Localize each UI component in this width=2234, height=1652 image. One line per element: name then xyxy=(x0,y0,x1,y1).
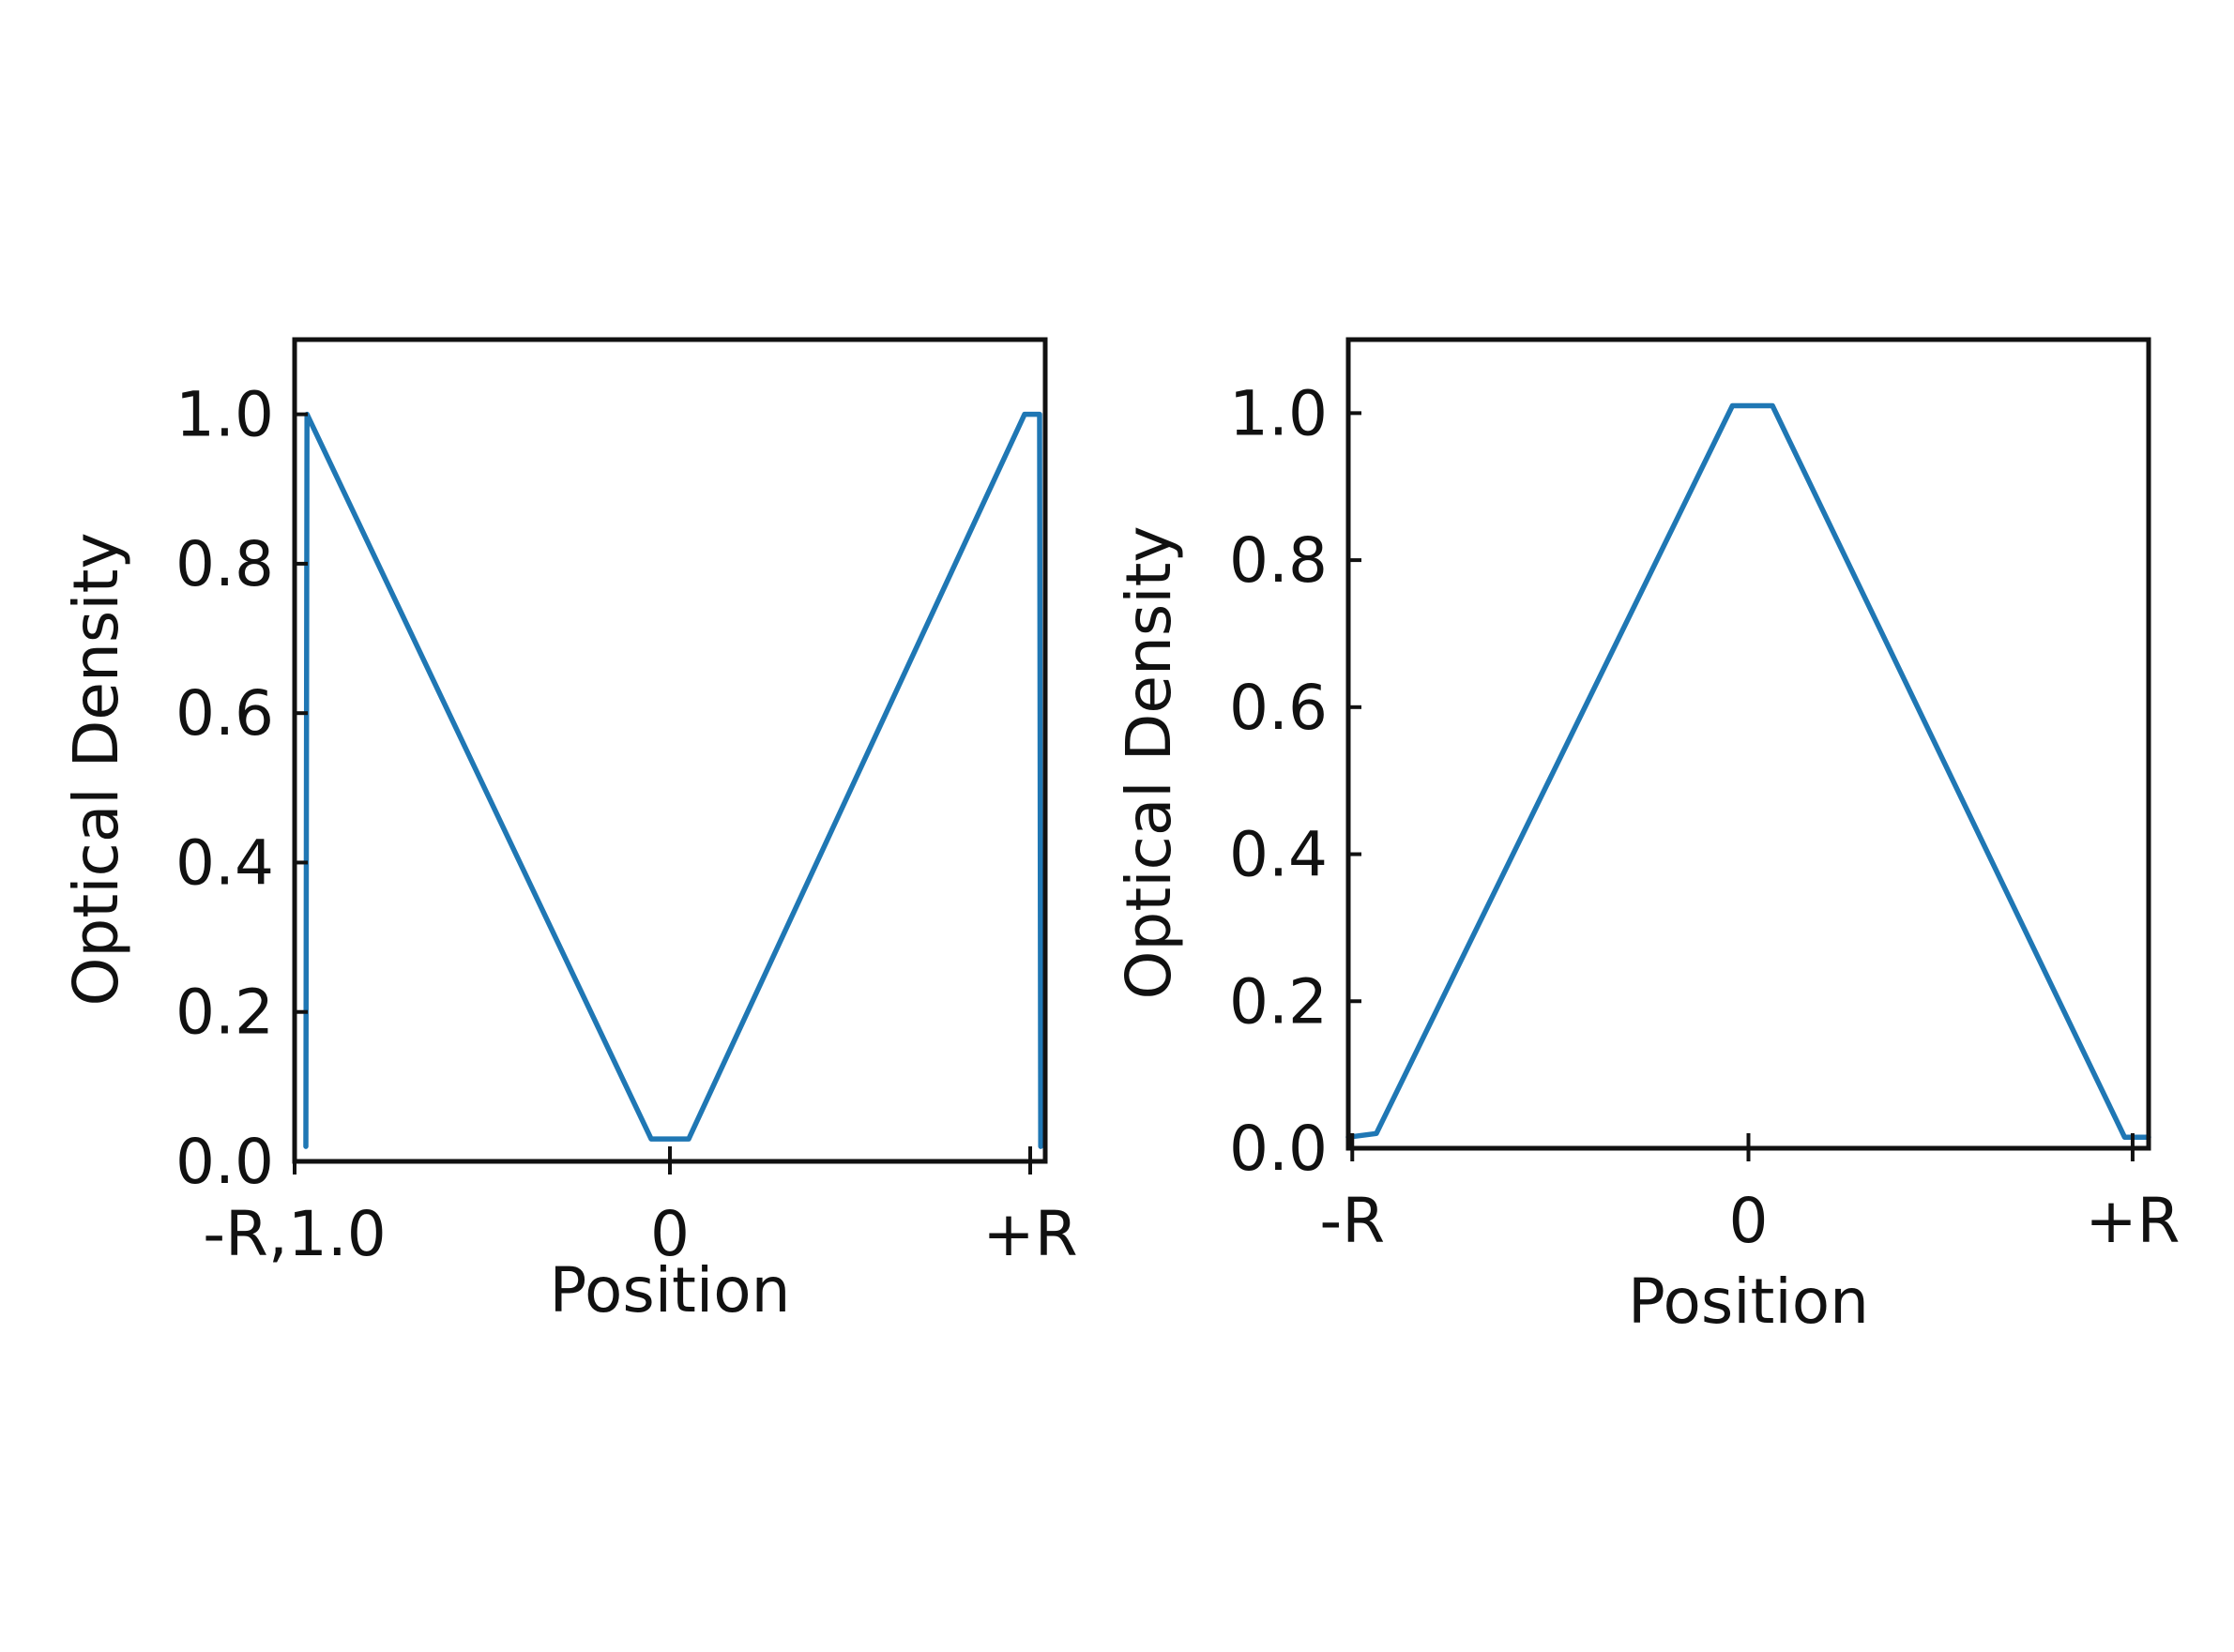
y-tick-label: 0.6 xyxy=(1229,672,1328,744)
x-tick-label: 0 xyxy=(1729,1185,1769,1257)
plot-frame xyxy=(292,337,1048,1164)
series-line xyxy=(1345,402,2151,1140)
x-tick-label: 0 xyxy=(650,1198,690,1270)
x-axis-label: Position xyxy=(550,1254,791,1326)
y-tick-label: 0.8 xyxy=(175,528,274,600)
y-tick-label: 0.2 xyxy=(175,977,274,1049)
x-tick-label: +R xyxy=(2085,1185,2180,1257)
plot-frame xyxy=(1345,337,2151,1151)
x-tick-label: -R,1.0 xyxy=(203,1198,387,1270)
y-tick-label: 0.6 xyxy=(175,677,274,750)
y-tick-label: 0.2 xyxy=(1229,965,1328,1038)
x-axis-label: Position xyxy=(1628,1266,1869,1338)
y-tick-label: 1.0 xyxy=(175,379,274,451)
y-tick-label: 0.0 xyxy=(175,1126,274,1198)
right-chart: 0.0 0.2 0.4 0.6 0.8 1.0 -R 0 +R Position Optical D… xyxy=(1113,337,2181,1338)
y-tick-label: 0.4 xyxy=(175,826,274,899)
y-tick-label: 1.0 xyxy=(1229,377,1328,449)
y-axis-label: Optical Density xyxy=(1113,525,1185,999)
x-tick-label: -R xyxy=(1319,1185,1385,1257)
y-tick-label: 0.4 xyxy=(1229,819,1328,891)
y-tick-label: 0.8 xyxy=(1229,524,1328,597)
series-line xyxy=(303,411,1043,1149)
left-chart: 0.0 0.2 0.4 0.6 0.8 1.0 -R,1.0 0 +R Position Optic… xyxy=(60,337,1078,1326)
y-axis-label: Optical Density xyxy=(60,532,132,1006)
y-tick-label: 0.0 xyxy=(1229,1113,1328,1185)
x-tick-label: +R xyxy=(982,1198,1077,1270)
